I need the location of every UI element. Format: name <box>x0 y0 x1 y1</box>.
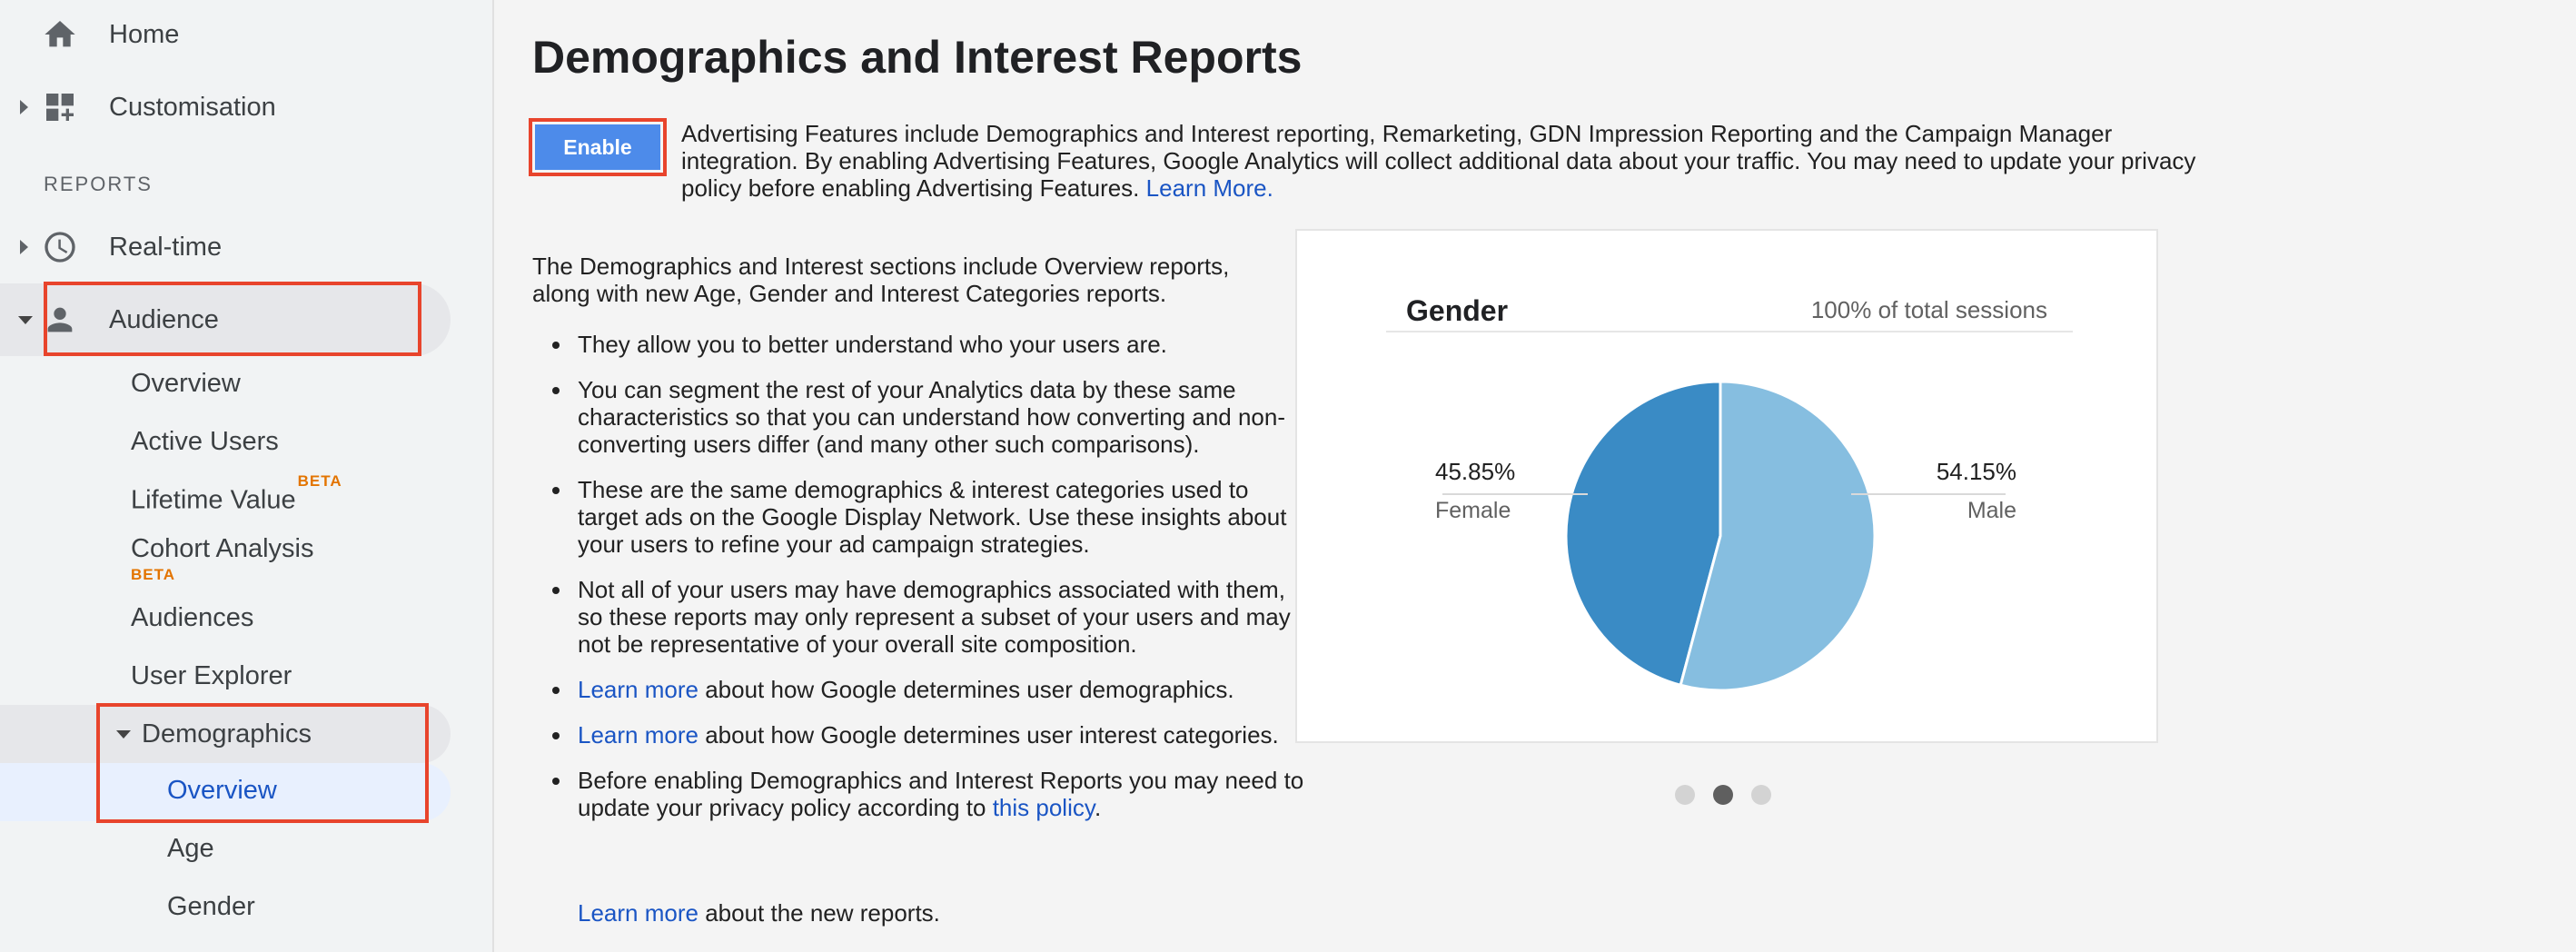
learn-more-link[interactable]: Learn More. <box>1145 174 1273 202</box>
intro-text: The Demographics and Interest sections i… <box>532 253 1230 307</box>
female-legend-label: Female <box>1435 498 1511 523</box>
pie-slice-female[interactable] <box>1564 380 1722 688</box>
sidebar-item-label: Audience <box>109 304 219 334</box>
gender-pie-chart <box>1442 380 2006 692</box>
list-item: Learn more about how Google determines u… <box>532 676 1313 703</box>
carousel-dot[interactable] <box>1675 785 1695 805</box>
list-item-text: about how Google determines user demogra… <box>698 676 1234 703</box>
person-icon <box>42 302 78 338</box>
note-text: about the new reports. <box>698 899 940 927</box>
pie-slice-male[interactable] <box>1679 380 1877 692</box>
new-reports-note: Learn more about the new reports. <box>578 899 940 927</box>
carousel-dot-active[interactable] <box>1713 785 1733 805</box>
chart-divider <box>1386 331 2073 332</box>
sidebar-item-cohort-analysis[interactable]: Cohort Analysis BETA <box>131 534 314 584</box>
beta-badge: BETA <box>131 566 176 583</box>
sidebar-item-home[interactable]: Home <box>0 2 490 67</box>
sidebar-item-demographics-overview[interactable]: Overview <box>167 776 277 805</box>
advertising-features-text: Advertising Features include Demographic… <box>681 120 2207 202</box>
this-policy-link[interactable]: this policy <box>992 794 1095 821</box>
beta-badge: BETA <box>297 472 342 490</box>
list-item: They allow you to better understand who … <box>532 331 1313 358</box>
chart-subtitle: 100% of total sessions <box>1810 296 2047 323</box>
sidebar-item-realtime[interactable]: Real-time <box>0 214 490 280</box>
sidebar-item-label: Customisation <box>109 92 276 122</box>
audience-highlight-box <box>44 282 421 356</box>
list-item: You can segment the rest of your Analyti… <box>532 376 1313 458</box>
learn-more-interests-link[interactable]: Learn more <box>578 721 698 749</box>
clock-icon <box>42 229 78 265</box>
chevron-right-icon[interactable] <box>20 240 28 254</box>
dashboard-grid-icon <box>42 89 78 125</box>
sidebar-item-overview[interactable]: Overview <box>131 369 241 398</box>
audience-row-highlight <box>0 283 451 356</box>
advertising-description: Advertising Features include Demographic… <box>681 120 2196 202</box>
benefits-list: They allow you to better understand who … <box>532 331 1313 839</box>
gender-chart-card: Gender 100% of total sessions 45.85% Fem… <box>1295 229 2158 743</box>
male-percent-label: 54.15% <box>1936 458 2016 485</box>
list-item-text: . <box>1094 794 1102 821</box>
sidebar-item-customisation[interactable]: Customisation <box>0 74 490 140</box>
list-item-text: Before enabling Demographics and Interes… <box>578 767 1304 821</box>
selected-row-highlight <box>0 763 451 821</box>
chevron-right-icon[interactable] <box>20 100 28 114</box>
sidebar-item-age[interactable]: Age <box>167 834 214 863</box>
chart-title: Gender <box>1406 294 1509 327</box>
sidebar-item-label: Lifetime Value <box>131 485 296 515</box>
sidebar-item-label: Real-time <box>109 232 223 262</box>
reports-heading: REPORTS <box>44 173 153 195</box>
enable-highlight-box: Enable <box>529 118 667 176</box>
page-title: Demographics and Interest Reports <box>532 32 1303 83</box>
sidebar-item-audiences[interactable]: Audiences <box>131 603 254 632</box>
carousel-dot[interactable] <box>1751 785 1771 805</box>
sidebar-item-gender[interactable]: Gender <box>167 892 255 921</box>
sidebar-item-label: Cohort Analysis <box>131 534 314 563</box>
enable-button[interactable]: Enable <box>535 124 660 170</box>
female-percent-label: 45.85% <box>1435 458 1516 485</box>
list-item: These are the same demographics & intere… <box>532 476 1313 558</box>
sidebar-item-user-explorer[interactable]: User Explorer <box>131 661 292 690</box>
demographics-highlight-box <box>96 703 429 823</box>
demographics-row-highlight <box>0 705 451 763</box>
list-item-text: about how Google determines user interes… <box>698 721 1279 749</box>
home-icon <box>42 16 78 53</box>
sidebar-item-active-users[interactable]: Active Users <box>131 427 279 456</box>
sidebar-item-lifetime-value[interactable]: Lifetime ValueBETA <box>131 472 342 516</box>
list-item: Before enabling Demographics and Interes… <box>532 767 1313 821</box>
sidebar-item-audience[interactable]: Audience <box>0 287 451 352</box>
main-content: Demographics and Interest Reports Enable… <box>496 0 2576 952</box>
sidebar-item-demographics[interactable]: Demographics <box>0 701 451 767</box>
sidebar: Home Customisation REPORTS Real-time Aud… <box>0 0 494 952</box>
list-item: Not all of your users may have demograph… <box>532 576 1313 658</box>
learn-more-new-reports-link[interactable]: Learn more <box>578 899 698 927</box>
chevron-down-icon[interactable] <box>116 730 131 739</box>
sidebar-item-label: Home <box>109 19 180 49</box>
carousel-dots <box>1675 785 1771 805</box>
learn-more-demographics-link[interactable]: Learn more <box>578 676 698 703</box>
sidebar-item-label: Demographics <box>142 719 312 749</box>
male-legend-label: Male <box>1967 498 2016 523</box>
chevron-down-icon[interactable] <box>18 316 33 324</box>
list-item: Learn more about how Google determines u… <box>532 721 1313 749</box>
